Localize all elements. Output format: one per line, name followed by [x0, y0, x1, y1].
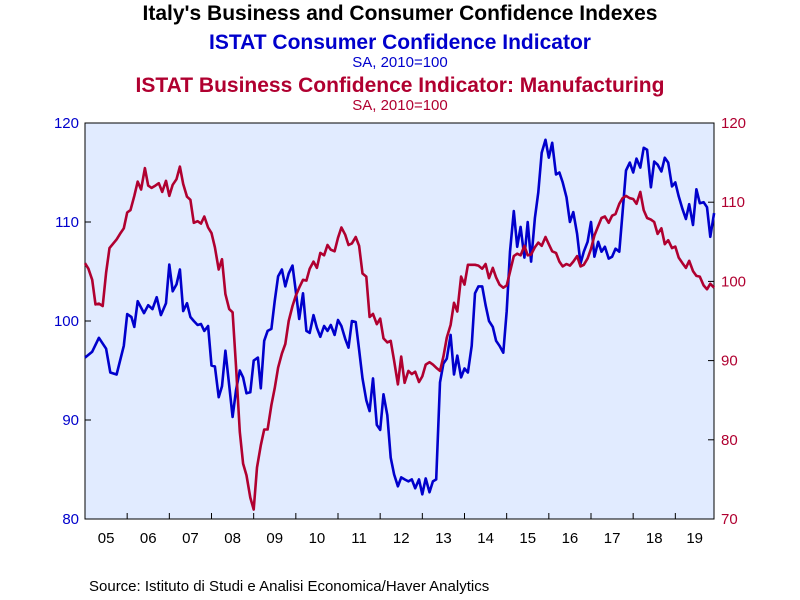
- right-tick-label: 70: [721, 511, 738, 528]
- left-tick-label: 90: [62, 412, 79, 429]
- chart-title: Italy's Business and Consumer Confidence…: [142, 2, 658, 25]
- x-tick-label: 18: [646, 530, 663, 547]
- x-tick-label: 15: [519, 530, 536, 547]
- right-tick-label: 80: [721, 432, 738, 449]
- left-tick-label: 120: [54, 115, 79, 132]
- business-series-subtitle: SA, 2010=100: [352, 97, 448, 114]
- consumer-series-subtitle: SA, 2010=100: [352, 54, 448, 71]
- x-tick-label: 10: [309, 530, 326, 547]
- series-lines: [83, 138, 716, 511]
- right-axis: 70 80 90 100 110 120: [708, 115, 746, 528]
- plot-area: [84, 122, 715, 520]
- x-tick-label: 05: [98, 530, 115, 547]
- x-tick-label: 11: [351, 530, 367, 547]
- x-tick-label: 08: [224, 530, 241, 547]
- right-tick-label: 90: [721, 353, 738, 370]
- business-confidence-line: [83, 165, 716, 511]
- left-tick-label: 100: [54, 313, 79, 330]
- x-tick-label: 14: [477, 530, 494, 547]
- x-tick-label: 06: [140, 530, 157, 547]
- x-tick-label: 16: [562, 530, 579, 547]
- x-tick-label: 09: [266, 530, 283, 547]
- x-tick-label: 17: [604, 530, 621, 547]
- right-tick-label: 120: [721, 115, 746, 132]
- consumer-confidence-line: [84, 138, 716, 496]
- source-note: Source: Istituto di Studi e Analisi Econ…: [89, 578, 490, 595]
- left-tick-label: 110: [55, 214, 79, 231]
- x-tick-label: 13: [435, 530, 452, 547]
- right-tick-label: 110: [721, 194, 745, 211]
- x-tick-label: 12: [393, 530, 410, 547]
- right-tick-label: 100: [721, 273, 746, 290]
- x-tick-label: 19: [686, 530, 703, 547]
- x-tick-label: 07: [182, 530, 199, 547]
- left-tick-label: 80: [62, 511, 79, 528]
- business-series-title: ISTAT Business Confidence Indicator: Man…: [135, 74, 665, 97]
- x-axis: 05 06 07 08 09 10 11 12 13 14 15 16 17 18 19: [98, 513, 703, 547]
- left-axis: 80 90 100 110 120: [54, 115, 91, 528]
- consumer-series-title: ISTAT Consumer Confidence Indicator: [209, 31, 591, 54]
